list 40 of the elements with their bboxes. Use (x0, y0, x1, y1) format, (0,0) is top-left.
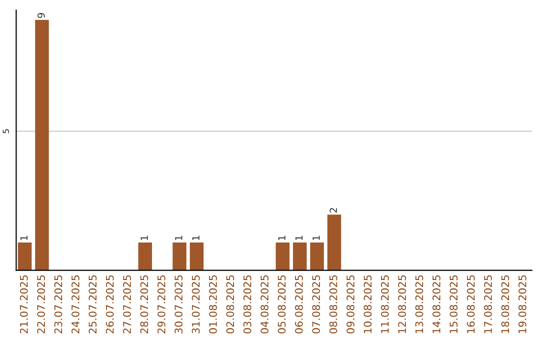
x-tick-label: 31.07.2025 (192, 275, 200, 334)
x-tick-label: 27.07.2025 (123, 275, 131, 334)
x-tick-label: 22.07.2025 (37, 275, 46, 334)
x-tick-label: 12.08.2025 (398, 275, 406, 333)
x-tick-label: 21.07.2025 (20, 275, 28, 334)
x-tick-label: 30.07.2025 (174, 275, 183, 334)
x-tick-label: 04.08.2025 (260, 275, 268, 334)
x-tick-label: 18.08.2025 (501, 275, 510, 333)
data-label: 1 (140, 236, 148, 240)
y-tick-label: 5 (2, 129, 10, 134)
x-tick-label: 24.07.2025 (72, 275, 80, 334)
x-tick-label: 05.08.2025 (278, 275, 286, 334)
x-tick-label: 14.08.2025 (432, 275, 440, 333)
data-label: 1 (278, 236, 286, 240)
data-label: 1 (175, 236, 182, 240)
data-label: 2 (330, 208, 337, 213)
data-label: 1 (295, 236, 303, 240)
x-tick-label: 03.08.2025 (243, 275, 252, 334)
x-tick-label: 09.08.2025 (346, 275, 354, 334)
x-tick-label: 11.08.2025 (380, 275, 389, 333)
x-tick-label: 08.08.2025 (329, 275, 338, 334)
x-tick-label: 15.08.2025 (450, 275, 458, 333)
x-tick-label: 29.07.2025 (157, 275, 166, 334)
x-tick-label: 10.08.2025 (364, 275, 372, 333)
x-tick-label: 06.08.2025 (294, 275, 303, 334)
x-tick-label: 07.08.2025 (312, 275, 320, 334)
data-label: 1 (20, 236, 28, 240)
data-label: 9 (37, 13, 45, 18)
x-tick-label: 25.07.2025 (88, 275, 97, 334)
data-label: 1 (192, 236, 200, 240)
x-tick-label: 23.07.2025 (54, 275, 62, 334)
x-tick-label: 19.08.2025 (518, 275, 526, 333)
x-tick-label: 28.07.2025 (140, 275, 148, 334)
x-tick-label: 01.08.2025 (209, 275, 217, 334)
x-tick-label: 13.08.2025 (415, 275, 424, 333)
x-tick-label: 16.08.2025 (466, 275, 475, 333)
x-tick-label: 02.08.2025 (226, 275, 234, 334)
x-tick-label: 26.07.2025 (106, 275, 114, 334)
x-tick-label: 17.08.2025 (484, 275, 492, 333)
data-label: 1 (312, 236, 320, 240)
